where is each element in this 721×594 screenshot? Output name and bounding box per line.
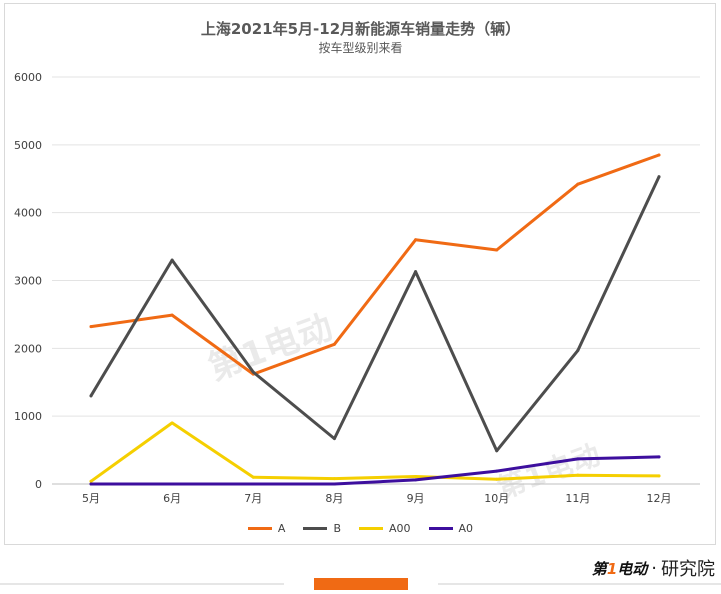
x-tick-labels: 5月 6月 7月 8月 9月 10月 11月 12月 [82,492,672,505]
y-tick-label: 4000 [14,207,42,220]
legend-label: A00 [389,522,411,535]
legend-swatch [359,527,383,530]
data-point-a [576,182,580,186]
x-tick-label: 11月 [565,492,590,505]
footer-line-right [438,583,721,585]
legend-swatch [247,527,272,530]
data-point-a [495,248,499,252]
data-point-b [576,348,580,352]
data-point-a0 [576,457,580,461]
x-tick-label: 12月 [647,492,672,505]
chart-title: 上海2021年5月-12月新能源车销量走势（辆） [200,20,521,38]
legend-item-a0: A0 [428,522,474,535]
legend-label: A0 [458,522,474,535]
data-point-b [495,449,499,453]
legend-item-a: A [247,522,286,535]
series-lines [89,153,661,486]
gridlines [52,76,700,485]
data-point-a0 [89,482,93,486]
data-point-a0 [332,482,336,486]
legend-item-b: B [303,522,341,535]
data-point-a [89,325,93,329]
data-point-a00 [170,421,174,425]
y-tick-label: 2000 [14,342,42,355]
data-point-a00 [414,475,418,479]
series-line-a0 [89,455,661,486]
data-point-a00 [657,474,661,478]
y-tick-label: 5000 [14,139,42,152]
y-tick-label: 3000 [14,275,42,288]
data-point-b [332,437,336,441]
data-point-b [657,175,661,179]
data-point-a00 [576,473,580,477]
data-point-a0 [414,478,418,482]
y-tick-label: 6000 [14,71,42,84]
data-point-a00 [332,477,336,481]
series-line-b [89,175,661,453]
data-point-a0 [170,482,174,486]
brand-logo: 第1电动 [591,559,648,578]
brand-name: 研究院 [661,559,715,580]
x-tick-label: 5月 [82,492,100,505]
x-tick-label: 10月 [484,492,509,505]
data-point-b [251,370,255,374]
series-line-a00 [89,421,661,483]
legend-swatch [303,527,328,530]
series-line-a [89,153,661,376]
brand: 第1电动 · 研究院 [592,555,715,581]
x-tick-label: 8月 [325,492,343,505]
chart-frame [4,3,716,545]
brand-dot: · [651,557,657,579]
data-point-a00 [251,475,255,479]
data-point-a [657,153,661,157]
y-tick-label: 0 [35,478,42,491]
x-tick-label: 6月 [163,492,181,505]
legend-label: B [333,522,341,535]
chart-subtitle: 按车型级别来看 [318,41,403,55]
data-point-b [414,270,418,274]
legend: A B A00 A0 [0,522,721,535]
footer-line-left [0,583,284,585]
data-point-a0 [657,455,661,459]
x-tick-label: 9月 [407,492,425,505]
data-point-a00 [89,479,93,483]
data-point-b [170,258,174,262]
data-point-a [170,313,174,317]
y-tick-labels: 0 1000 2000 3000 4000 5000 6000 [14,71,42,491]
footer-accent-bar [314,578,408,590]
legend-swatch [428,527,453,530]
legend-item-a00: A00 [359,522,411,535]
legend-label: A [277,522,286,535]
data-point-a [332,342,336,346]
y-tick-label: 1000 [14,410,42,423]
data-point-a [414,238,418,242]
data-point-a0 [251,482,255,486]
data-point-a0 [495,469,499,473]
x-tick-label: 7月 [244,492,262,505]
data-point-a00 [495,477,499,481]
data-point-b [89,394,93,398]
